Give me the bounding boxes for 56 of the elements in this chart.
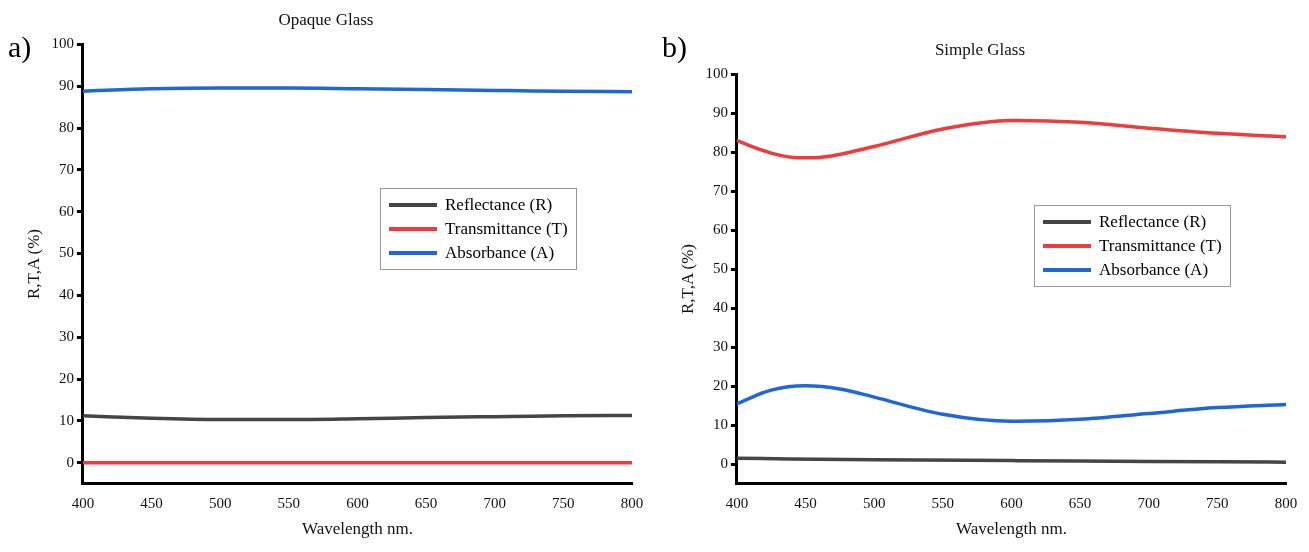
x-tick-label: 450 — [794, 494, 817, 511]
x-tick-label: 450 — [140, 494, 163, 511]
x-tick-label: 550 — [931, 494, 955, 511]
y-tick-label: 50 — [58, 244, 74, 261]
x-tick-label: 800 — [1274, 494, 1298, 511]
x-tick-label: 750 — [1206, 494, 1229, 511]
y-tick-label: 90 — [58, 77, 74, 94]
x-tick-label: 800 — [620, 494, 644, 511]
y-tick-label: 60 — [712, 221, 728, 238]
x-tick-label: 400 — [71, 494, 95, 511]
chart-title: Opaque Glass — [278, 9, 374, 29]
x-axis-title: Wavelength nm. — [955, 519, 1067, 539]
legend-label: Absorbance (A) — [1099, 260, 1209, 281]
x-tick-label: 550 — [277, 494, 301, 511]
x-tick-label: 500 — [208, 494, 232, 511]
x-tick-label: 600 — [1000, 494, 1023, 511]
text: b) — [662, 30, 687, 64]
y-tick-label: 40 — [712, 299, 728, 316]
y-tick-label: 30 — [58, 328, 74, 345]
y-tick-label: 40 — [58, 286, 74, 303]
y-tick-label: 100 — [51, 35, 74, 52]
x-tick-label: 750 — [552, 494, 575, 511]
y-tick-label: 100 — [705, 65, 728, 82]
y-tick-label: 80 — [712, 143, 728, 160]
x-tick-label: 700 — [1137, 494, 1160, 511]
y-tick-label: 30 — [712, 338, 728, 355]
legend-label: Reflectance (R) — [1099, 212, 1207, 233]
x-tick-label: 700 — [483, 494, 506, 511]
x-tick-label: 400 — [725, 494, 749, 511]
legend-label: Absorbance (A) — [445, 242, 555, 263]
y-axis-title: R,T,A (%) — [677, 243, 697, 315]
y-tick-label: 50 — [712, 260, 728, 277]
chart-title: Simple Glass — [934, 39, 1026, 59]
y-tick-label: 20 — [712, 377, 728, 394]
text: a) — [8, 30, 32, 64]
legend-label: Reflectance (R) — [445, 194, 553, 215]
x-tick-label: 650 — [414, 494, 438, 511]
x-tick-label: 650 — [1068, 494, 1092, 511]
legend-label: Transmittance (T) — [1099, 236, 1222, 257]
y-tick-label: 60 — [58, 202, 74, 219]
y-axis-title: R,T,A (%) — [23, 228, 43, 300]
y-tick-label: 90 — [712, 104, 728, 121]
y-tick-label: 10 — [58, 411, 74, 428]
y-tick-label: 70 — [58, 160, 74, 177]
y-tick-label: 0 — [66, 453, 74, 470]
y-tick-label: 10 — [712, 416, 728, 433]
y-tick-label: 20 — [58, 369, 74, 386]
y-tick-label: 80 — [58, 118, 74, 135]
y-tick-label: 70 — [712, 182, 728, 199]
line-series — [736, 384, 1286, 423]
x-tick-label: 500 — [862, 494, 886, 511]
x-axis-title: Wavelength nm. — [301, 519, 413, 539]
x-tick-label: 600 — [346, 494, 369, 511]
legend-label: Transmittance (T) — [445, 218, 568, 239]
y-tick-label: 0 — [720, 455, 728, 472]
line-series — [736, 118, 1286, 160]
